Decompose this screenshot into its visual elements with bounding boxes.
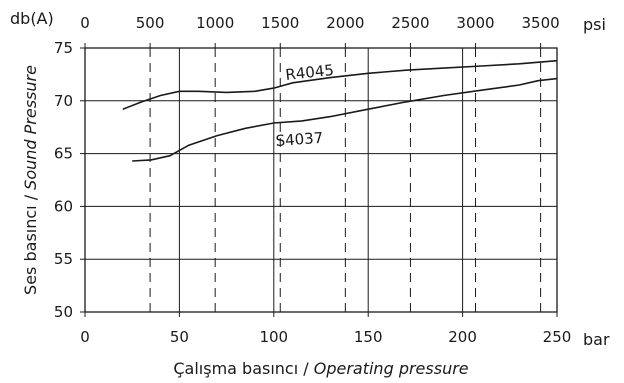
x-tick-label: 200: [448, 328, 477, 346]
y-tick-label: 75: [54, 39, 73, 57]
x-tick-label: 100: [259, 328, 288, 346]
y-axis-title: Ses basıncı / Sound Pressure: [21, 65, 40, 295]
series-layer: [122, 59, 558, 162]
y-tick-label: 65: [54, 145, 73, 163]
psi-tick-label: 1500: [261, 14, 299, 32]
x-tick-label: 150: [354, 328, 383, 346]
series-line-r4045: [122, 59, 558, 110]
series-label-r4045: R4045: [285, 61, 335, 84]
psi-tick-label: 1000: [196, 14, 234, 32]
x-axis-title: Çalışma basıncı / Operating pressure: [173, 359, 468, 378]
psi-tick-label: 3000: [456, 14, 494, 32]
x-tick-label: 0: [80, 328, 90, 346]
y-unit-label: db(A): [10, 9, 54, 28]
series-label-s4037: S4037: [275, 129, 324, 150]
y-axis-title-italic: Sound Pressure: [21, 65, 40, 190]
y-tick-label: 70: [54, 92, 73, 110]
x-axis-title-italic: Operating pressure: [314, 359, 469, 378]
x-unit-label: bar: [583, 330, 610, 349]
y-tick-label: 50: [54, 303, 73, 321]
x-tick-label: 50: [170, 328, 189, 346]
x-axis-title-plain: Çalışma basıncı /: [173, 359, 313, 378]
psi-tick-label: 2500: [391, 14, 429, 32]
grid-layer: [85, 48, 557, 312]
y-axis-title-plain: Ses basıncı /: [21, 190, 40, 295]
series-line-s4037: [132, 77, 558, 162]
y-tick-label: 60: [54, 197, 73, 215]
top-unit-label: psi: [583, 15, 606, 34]
y-tick-label: 55: [54, 250, 73, 268]
x-tick-label: 250: [543, 328, 572, 346]
psi-tick-label: 2000: [326, 14, 364, 32]
psi-tick-label: 3500: [522, 14, 560, 32]
plot-frame: [84, 47, 558, 313]
psi-tick-label: 0: [80, 14, 90, 32]
psi-tick-label: 500: [136, 14, 165, 32]
